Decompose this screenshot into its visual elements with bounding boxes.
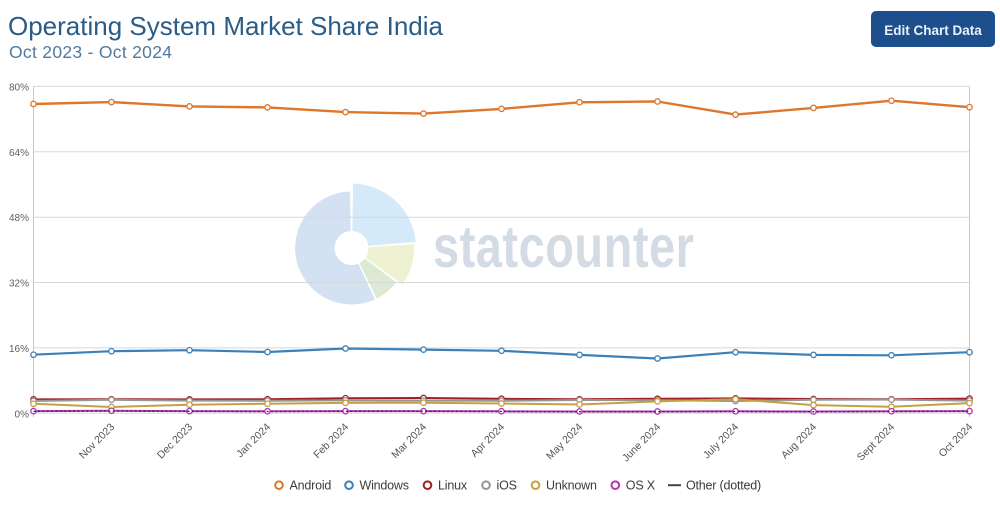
svg-text:OS X: OS X — [626, 479, 656, 493]
svg-text:Feb 2024: Feb 2024 — [311, 421, 351, 461]
svg-text:80%: 80% — [9, 82, 29, 93]
svg-text:0%: 0% — [15, 409, 30, 420]
svg-text:Android: Android — [290, 479, 332, 493]
svg-text:iOS: iOS — [497, 479, 517, 493]
svg-text:48%: 48% — [9, 213, 29, 224]
svg-text:Jan 2024: Jan 2024 — [234, 421, 273, 460]
svg-text:32%: 32% — [9, 279, 29, 290]
svg-text:Dec 2023: Dec 2023 — [155, 421, 195, 461]
svg-text:Oct 2024: Oct 2024 — [936, 421, 975, 460]
svg-text:Other (dotted): Other (dotted) — [686, 479, 761, 493]
svg-text:Linux: Linux — [438, 479, 468, 493]
svg-text:June 2024: June 2024 — [620, 421, 663, 464]
svg-text:Apr 2024: Apr 2024 — [468, 421, 507, 460]
svg-text:May 2024: May 2024 — [544, 421, 585, 462]
svg-text:16%: 16% — [9, 344, 29, 355]
svg-text:64%: 64% — [9, 148, 29, 159]
svg-text:Sept 2024: Sept 2024 — [855, 421, 897, 463]
svg-text:Windows: Windows — [360, 479, 409, 493]
svg-text:Mar 2024: Mar 2024 — [389, 421, 429, 461]
svg-text:July 2024: July 2024 — [701, 421, 741, 461]
svg-text:Aug 2024: Aug 2024 — [779, 421, 819, 461]
svg-text:Nov 2023: Nov 2023 — [77, 421, 117, 461]
svg-text:Unknown: Unknown — [546, 479, 597, 493]
svg-text:statcounter: statcounter — [433, 214, 694, 281]
